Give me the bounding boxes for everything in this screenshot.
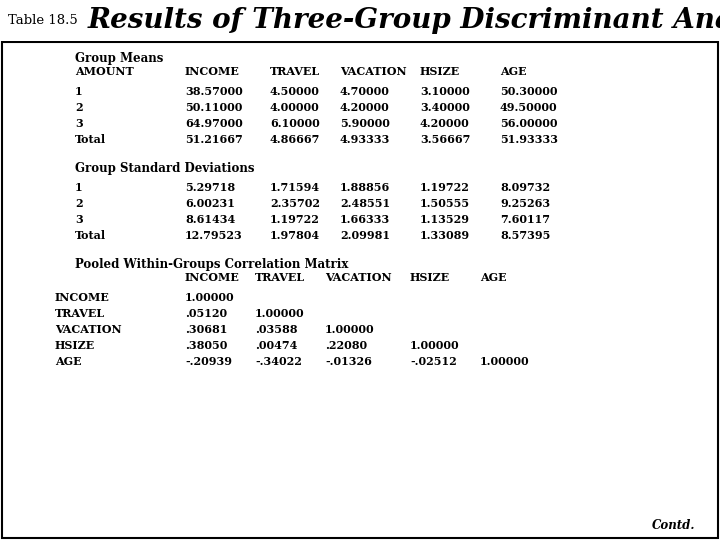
Text: .00474: .00474 [255, 340, 297, 351]
Text: 4.20000: 4.20000 [420, 118, 469, 130]
Text: 1.71594: 1.71594 [270, 183, 320, 193]
Text: VACATION: VACATION [325, 272, 392, 284]
Text: Pooled Within-Groups Correlation Matrix: Pooled Within-Groups Correlation Matrix [75, 258, 348, 271]
Text: 1.00000: 1.00000 [185, 292, 235, 303]
Text: HSIZE: HSIZE [55, 340, 95, 351]
Text: 4.50000: 4.50000 [270, 86, 320, 97]
Text: 2: 2 [75, 198, 83, 210]
Text: 56.00000: 56.00000 [500, 118, 557, 130]
Text: 4.20000: 4.20000 [340, 103, 390, 113]
Text: 3.40000: 3.40000 [420, 103, 470, 113]
Text: TRAVEL: TRAVEL [255, 272, 305, 284]
Text: .22080: .22080 [325, 340, 367, 351]
Text: 6.00231: 6.00231 [185, 198, 235, 210]
Text: -.20939: -.20939 [185, 356, 232, 367]
Text: 1.50555: 1.50555 [420, 198, 470, 210]
Text: 1.00000: 1.00000 [255, 308, 305, 319]
Text: INCOME: INCOME [185, 66, 240, 77]
Text: AGE: AGE [500, 66, 526, 77]
Text: -.01326: -.01326 [325, 356, 372, 367]
Text: 50.11000: 50.11000 [185, 103, 243, 113]
Text: 1.97804: 1.97804 [270, 230, 320, 241]
Text: 1.00000: 1.00000 [410, 340, 459, 351]
Text: 1: 1 [75, 183, 83, 193]
Text: Total: Total [75, 134, 106, 145]
Text: 4.70000: 4.70000 [340, 86, 390, 97]
Text: 50.30000: 50.30000 [500, 86, 557, 97]
Text: 4.86667: 4.86667 [270, 134, 320, 145]
Text: 2: 2 [75, 103, 83, 113]
Text: 1.33089: 1.33089 [420, 230, 470, 241]
Text: 3: 3 [75, 118, 83, 130]
Text: 12.79523: 12.79523 [185, 230, 243, 241]
Text: 2.09981: 2.09981 [340, 230, 390, 241]
Text: .03588: .03588 [255, 324, 297, 335]
Text: 1.88856: 1.88856 [340, 183, 390, 193]
Text: .05120: .05120 [185, 308, 227, 319]
Text: 4.00000: 4.00000 [270, 103, 320, 113]
Text: 1.00000: 1.00000 [480, 356, 530, 367]
Text: Results of Three-Group Discriminant Analysis: Results of Three-Group Discriminant Anal… [88, 6, 720, 33]
Text: 1.19722: 1.19722 [420, 183, 470, 193]
Text: INCOME: INCOME [185, 272, 240, 284]
Text: VACATION: VACATION [340, 66, 407, 77]
Text: 5.29718: 5.29718 [185, 183, 235, 193]
Text: 1.19722: 1.19722 [270, 214, 320, 225]
Text: 1.13529: 1.13529 [420, 214, 470, 225]
Text: 5.90000: 5.90000 [340, 118, 390, 130]
Text: 3.56667: 3.56667 [420, 134, 470, 145]
Text: VACATION: VACATION [55, 324, 122, 335]
Text: 3: 3 [75, 214, 83, 225]
Text: 9.25263: 9.25263 [500, 198, 550, 210]
Text: INCOME: INCOME [55, 292, 110, 303]
Text: 3.10000: 3.10000 [420, 86, 469, 97]
Text: .38050: .38050 [185, 340, 228, 351]
Text: Group Means: Group Means [75, 52, 163, 65]
Text: -.02512: -.02512 [410, 356, 456, 367]
Text: AGE: AGE [55, 356, 81, 367]
Text: HSIZE: HSIZE [410, 272, 450, 284]
Text: TRAVEL: TRAVEL [55, 308, 105, 319]
Text: Contd.: Contd. [652, 519, 695, 532]
Text: 38.57000: 38.57000 [185, 86, 243, 97]
Text: 4.93333: 4.93333 [340, 134, 390, 145]
Text: 1.66333: 1.66333 [340, 214, 390, 225]
Text: 8.57395: 8.57395 [500, 230, 550, 241]
Text: AGE: AGE [480, 272, 507, 284]
Text: 1: 1 [75, 86, 83, 97]
Text: 7.60117: 7.60117 [500, 214, 550, 225]
Text: TRAVEL: TRAVEL [270, 66, 320, 77]
Text: Total: Total [75, 230, 106, 241]
Text: -.34022: -.34022 [255, 356, 302, 367]
Text: 8.61434: 8.61434 [185, 214, 235, 225]
Text: 2.48551: 2.48551 [340, 198, 390, 210]
Text: 49.50000: 49.50000 [500, 103, 557, 113]
Text: Table 18.5: Table 18.5 [8, 14, 78, 27]
Text: 8.09732: 8.09732 [500, 183, 550, 193]
Text: HSIZE: HSIZE [420, 66, 460, 77]
Text: 51.93333: 51.93333 [500, 134, 558, 145]
Text: 6.10000: 6.10000 [270, 118, 320, 130]
Text: Group Standard Deviations: Group Standard Deviations [75, 163, 254, 176]
Text: 2.35702: 2.35702 [270, 198, 320, 210]
Text: .30681: .30681 [185, 324, 228, 335]
Text: 1.00000: 1.00000 [325, 324, 374, 335]
Text: 51.21667: 51.21667 [185, 134, 243, 145]
Text: AMOUNT: AMOUNT [75, 66, 134, 77]
Text: 64.97000: 64.97000 [185, 118, 243, 130]
